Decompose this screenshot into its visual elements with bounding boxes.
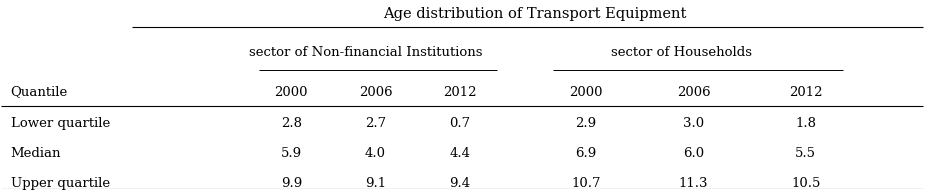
Text: 2012: 2012 [789,86,823,99]
Text: 2000: 2000 [275,86,308,99]
Text: 2.7: 2.7 [365,117,386,130]
Text: 2006: 2006 [358,86,392,99]
Text: 5.5: 5.5 [795,147,816,160]
Text: Age distribution of Transport Equipment: Age distribution of Transport Equipment [383,7,687,21]
Text: sector of Non-financial Institutions: sector of Non-financial Institutions [250,46,483,59]
Text: Median: Median [10,147,61,160]
Text: 9.9: 9.9 [280,177,302,190]
Text: 2000: 2000 [569,86,602,99]
Text: Quantile: Quantile [10,86,68,99]
Text: 2.8: 2.8 [280,117,302,130]
Text: 11.3: 11.3 [679,177,708,190]
Text: 9.1: 9.1 [365,177,386,190]
Text: 10.7: 10.7 [571,177,600,190]
Text: 10.5: 10.5 [791,177,821,190]
Text: 6.0: 6.0 [683,147,704,160]
Text: 0.7: 0.7 [449,117,470,130]
Text: sector of Households: sector of Households [612,46,752,59]
Text: 9.4: 9.4 [449,177,470,190]
Text: 4.0: 4.0 [365,147,386,160]
Text: Lower quartile: Lower quartile [10,117,110,130]
Text: 6.9: 6.9 [575,147,597,160]
Text: 1.8: 1.8 [795,117,816,130]
Text: 2.9: 2.9 [575,117,597,130]
Text: 3.0: 3.0 [683,117,704,130]
Text: 4.4: 4.4 [449,147,470,160]
Text: 2006: 2006 [676,86,710,99]
Text: 2012: 2012 [443,86,477,99]
Text: 5.9: 5.9 [280,147,302,160]
Text: Upper quartile: Upper quartile [10,177,110,190]
